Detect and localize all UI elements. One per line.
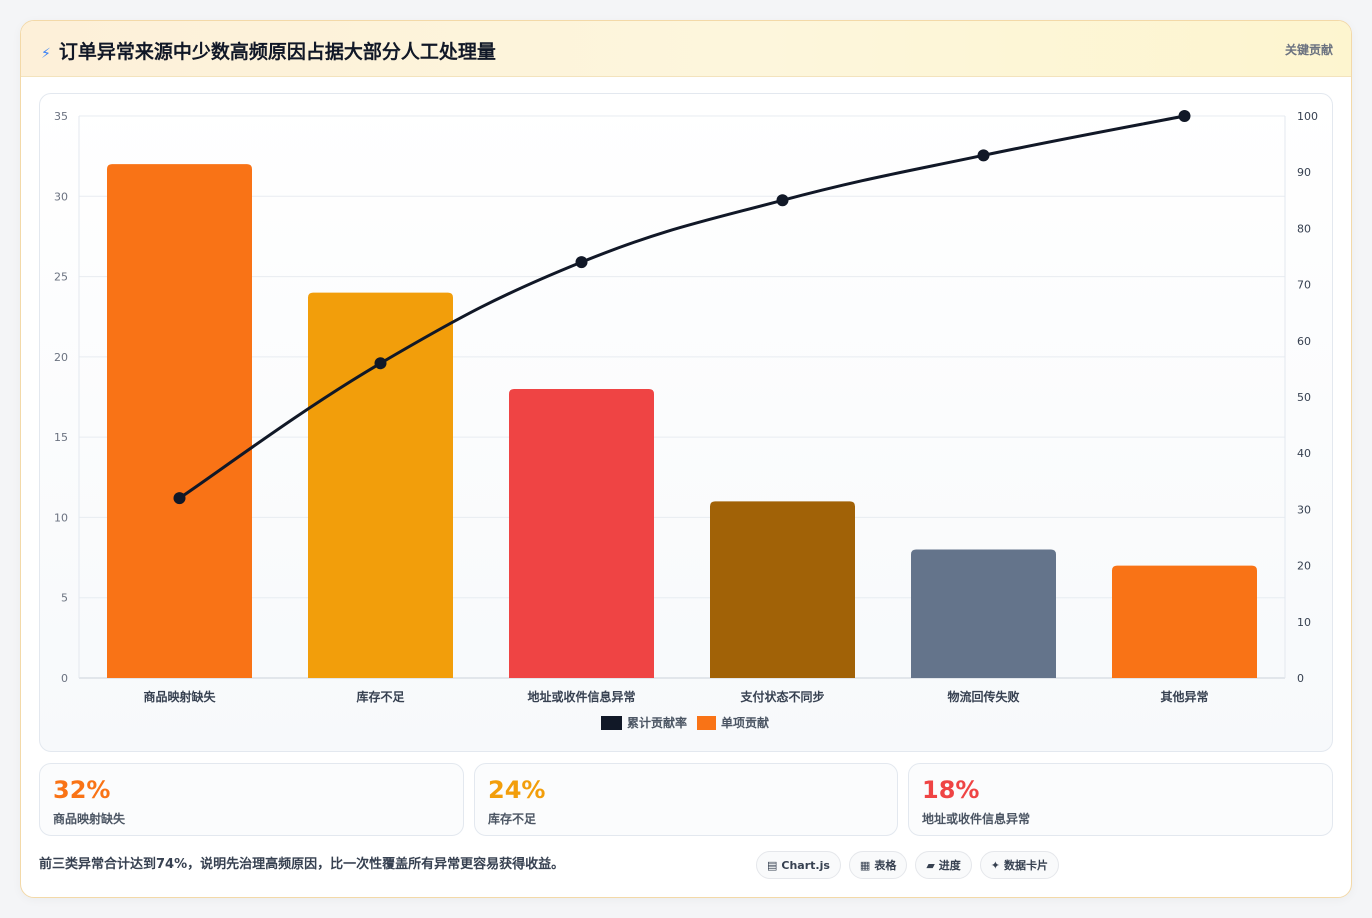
stat-value: 18% [922,776,980,804]
x-tick-label: 支付状态不同步 [739,689,824,704]
y-tick-left: 15 [54,431,68,444]
pill-chartjs[interactable]: ▤ Chart.js [756,851,841,879]
y-tick-right: 50 [1297,391,1311,404]
legend-swatch-bar [697,716,716,730]
x-tick-label: 商品映射缺失 [143,689,216,704]
x-tick-label: 库存不足 [356,689,404,704]
y-tick-right: 30 [1297,503,1311,516]
bar [107,164,252,679]
legend-label: 单项贡献 [721,715,769,730]
y-tick-left: 10 [54,511,68,524]
pill-table[interactable]: ▦ 表格 [848,851,908,879]
table-icon: ▦ [859,858,871,872]
bar [1112,565,1257,678]
report-card: ⚡ 订单异常来源中少数高频原因占据大部分人工处理量 关键贡献 0 5 10 15 20 25… [20,20,1352,898]
line-point [1178,110,1191,122]
y-tick-right: 40 [1297,447,1311,460]
line-point [776,194,789,207]
y-tick-right: 70 [1297,279,1311,292]
stat-label: 地址或收件信息异常 [922,812,1031,826]
card-header: ⚡ 订单异常来源中少数高频原因占据大部分人工处理量 关键贡献 [21,21,1351,77]
x-tick-label: 其他异常 [1160,689,1208,704]
page-title-text: 订单异常来源中少数高频原因占据大部分人工处理量 [58,41,496,63]
legend-label: 累计贡献率 [627,715,687,730]
pill-data-cards[interactable]: ✦ 数据卡片 [979,851,1060,879]
line-point [575,256,588,269]
stat-value: 32% [53,776,111,804]
progress-icon: ▰ [926,858,935,872]
pill-label: 数据卡片 [1004,859,1049,872]
y-tick-left: 35 [54,110,68,123]
bar [911,549,1056,678]
bar [710,501,855,678]
y-tick-left: 25 [54,271,68,284]
y-tick-left: 30 [54,190,68,203]
summary-note: 前三类异常合计达到74%，说明先治理高频原因，比一次性覆盖所有异常更容易获得收益… [39,857,565,872]
bolt-icon: ⚡ [41,46,51,62]
line-point [977,149,990,162]
stat-value: 24% [488,776,546,804]
y-tick-right: 100 [1297,110,1318,123]
legend-swatch-line [601,716,622,730]
y-tick-left: 5 [61,592,68,605]
pill-progress[interactable]: ▰ 进度 [915,851,972,879]
y-tick-right: 10 [1297,616,1311,629]
tech-pills: ▤ Chart.js ▦ 表格 ▰ 进度 ✦ 数据卡片 [756,851,1060,879]
line-point [173,492,186,505]
page-title: ⚡ 订单异常来源中少数高频原因占据大部分人工处理量 [41,37,496,64]
y-tick-left: 0 [61,672,68,685]
stat-card: 18% 地址或收件信息异常 [908,763,1333,836]
x-tick-label: 地址或收件信息异常 [527,689,635,704]
chart-icon: ▤ [767,858,778,872]
stat-card: 24% 库存不足 [474,763,898,836]
y-tick-left: 20 [54,351,68,364]
pill-label: 进度 [938,859,961,872]
stat-label: 商品映射缺失 [53,812,126,826]
y-tick-right: 60 [1297,335,1311,348]
bar [308,292,453,678]
header-tag: 关键贡献 [1284,43,1333,57]
pill-label: Chart.js [781,858,830,872]
pareto-chart: 0 5 10 15 20 25 30 35 0 10 20 30 40 50 60 70 80 90 100 商品映射… [54,110,1318,730]
x-tick-label: 物流回传失败 [947,689,1019,704]
y-tick-right: 20 [1297,560,1311,573]
stat-card: 32% 商品映射缺失 [39,763,464,836]
cumulative-line [178,114,1185,500]
chart-panel: 0 5 10 15 20 25 30 35 0 10 20 30 40 50 60 70 80 90 100 商品映射… [39,93,1333,752]
sparkle-icon: ✦ [990,858,1001,872]
y-tick-right: 90 [1297,166,1311,179]
bar [509,388,654,678]
pill-label: 表格 [874,859,897,872]
line-point [374,357,387,370]
stat-label: 库存不足 [488,812,537,826]
y-tick-right: 0 [1297,672,1304,685]
y-tick-right: 80 [1297,222,1311,235]
